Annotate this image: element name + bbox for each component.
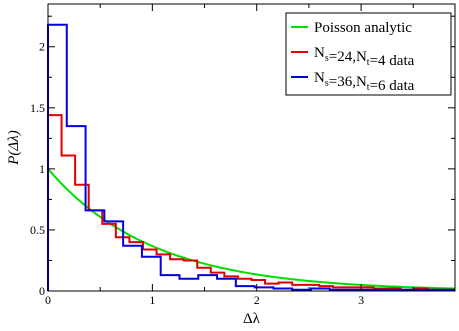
- legend-box: [285, 12, 452, 96]
- x-tick-label: 2: [254, 293, 260, 307]
- plot-area: 0 1 2 3 0 0.5 1 1.5 2: [30, 3, 456, 307]
- legend-label-0: Poisson analytic: [314, 20, 412, 36]
- y-tick-label: 0.5: [30, 223, 45, 237]
- series-layer: [47, 23, 456, 291]
- ticks-layer: 0 1 2 3 0 0.5 1 1.5 2: [30, 4, 455, 307]
- series-2-line: [47, 23, 455, 291]
- x-axis-label: Δλ: [243, 311, 261, 327]
- y-tick-label: 2: [39, 40, 45, 54]
- x-tick-label: 1: [149, 293, 155, 307]
- y-tick-label: 1: [39, 162, 45, 176]
- x-tick-label: 3: [358, 293, 364, 307]
- legend: Poisson analytic Ns=24,Nt=4 dataNs=36,Nt=…: [285, 12, 452, 96]
- series-1-line: [47, 114, 455, 291]
- x-tick-label: 0: [45, 293, 51, 307]
- y-axis-label: P(Δλ): [6, 130, 22, 165]
- y-tick-label: 0: [39, 284, 45, 298]
- y-tick-label: 1.5: [30, 101, 45, 115]
- legend-label-2: Ns=36,Nt=6 data: [314, 70, 415, 94]
- legend-label-1: Ns=24,Nt=4 data: [314, 45, 415, 69]
- plot-frame: [47, 3, 456, 292]
